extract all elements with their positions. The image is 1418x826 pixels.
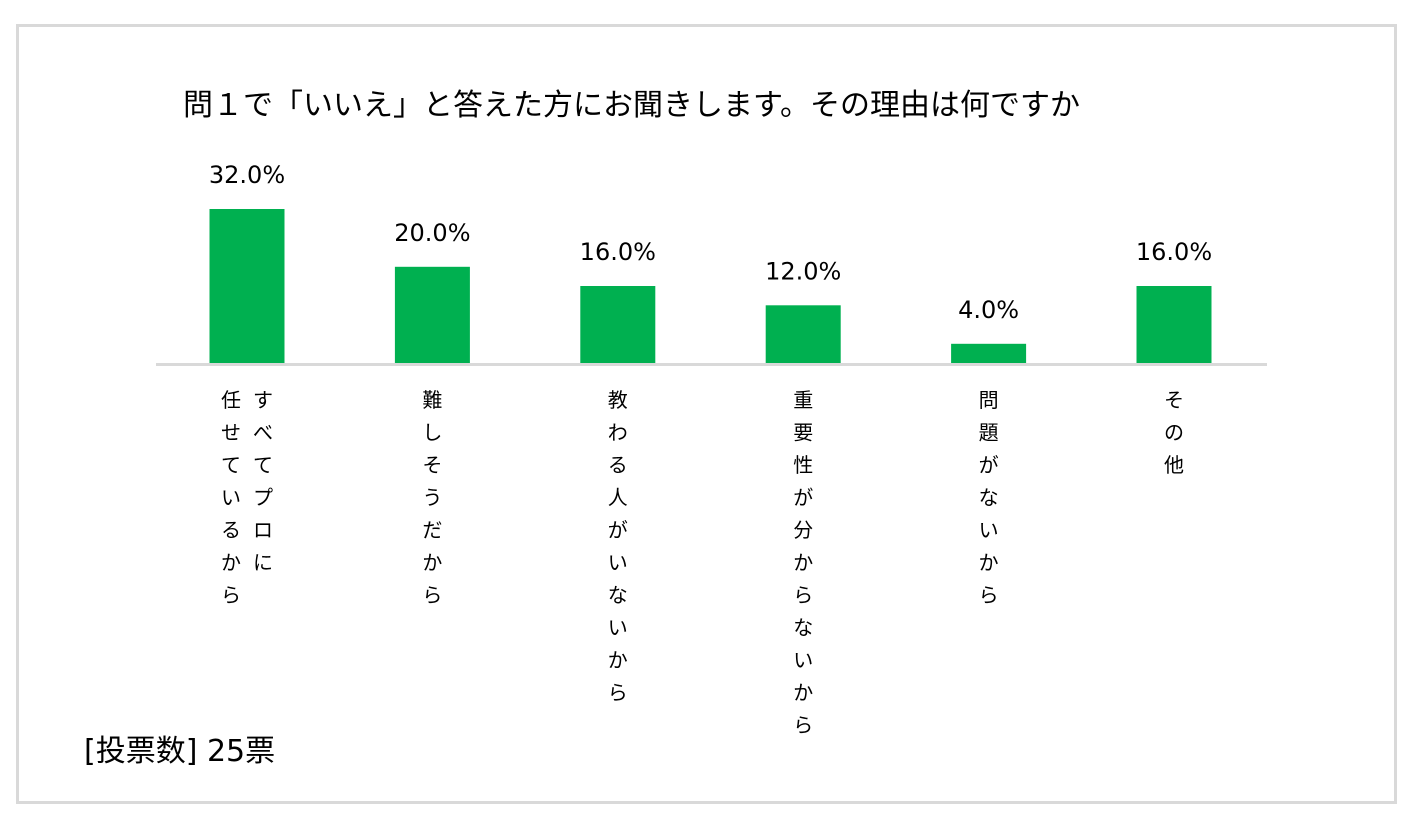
category-label-1-2: 任せているから [221, 388, 241, 607]
bar-1 [209, 209, 285, 363]
category-label-4: 重要性が分からないから [793, 388, 813, 737]
category-label-6: その他 [1164, 388, 1184, 477]
category-label-3: 教わる人がいないから [608, 388, 628, 705]
bar-5 [951, 343, 1027, 364]
data-label-6: 16.0% [1136, 238, 1212, 266]
chart-frame [16, 24, 1397, 804]
category-label-1-1: すべてプロに [253, 388, 273, 575]
category-label-2: 難しそうだから [422, 388, 442, 607]
data-label-2: 20.0% [394, 219, 470, 247]
bar-4 [765, 305, 841, 364]
data-label-4: 12.0% [765, 257, 841, 285]
data-label-5: 4.0% [958, 296, 1019, 324]
category-label-5: 問題がないから [979, 388, 999, 607]
data-label-3: 16.0% [580, 238, 656, 266]
bar-3 [580, 286, 656, 363]
bar-6 [1136, 286, 1212, 363]
data-label-1: 32.0% [209, 161, 285, 189]
bar-2 [394, 266, 470, 364]
vote-count: [投票数] 25票 [84, 734, 276, 769]
chart-title: 問１で「いいえ」と答えた方にお聞きします。その理由は何ですか [183, 88, 1080, 123]
